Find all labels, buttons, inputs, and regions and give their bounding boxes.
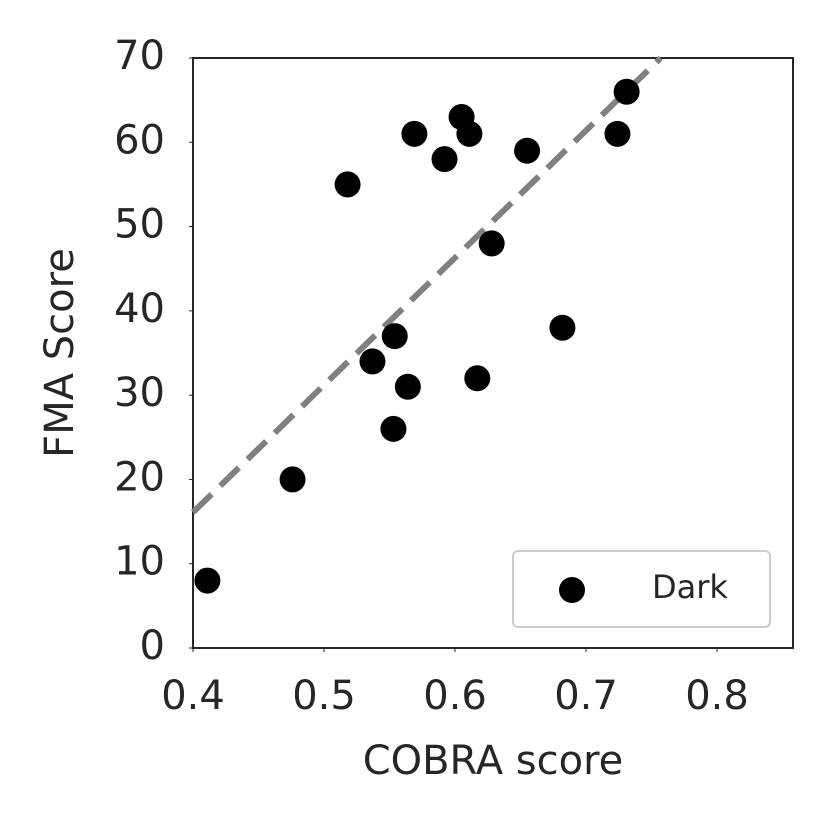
legend-box	[512, 550, 771, 628]
y-tick-label: 30	[114, 370, 165, 416]
point	[549, 314, 576, 341]
y-axis-label: FMA Score	[37, 248, 83, 458]
y-tick-label: 40	[114, 286, 165, 332]
point	[359, 348, 386, 375]
x-axis-label: COBRA score	[363, 738, 624, 784]
plot-frame	[192, 57, 794, 649]
y-tick-label: 50	[114, 202, 165, 248]
point	[381, 323, 408, 350]
point	[456, 120, 483, 147]
legend-label: Dark	[652, 568, 728, 606]
x-tick-label: 0.4	[161, 673, 225, 719]
y-tick-label: 0	[140, 623, 165, 669]
y-tick-label: 60	[114, 117, 165, 163]
point	[334, 171, 361, 198]
point	[478, 230, 505, 257]
legend-marker	[559, 577, 585, 603]
point	[464, 365, 491, 392]
x-tick-label: 0.7	[554, 673, 618, 719]
point	[380, 415, 407, 442]
point	[394, 373, 421, 400]
point	[401, 120, 428, 147]
point	[431, 146, 458, 173]
x-tick-label: 0.6	[423, 673, 487, 719]
y-tick-label: 70	[114, 33, 165, 79]
x-tick-label: 0.5	[292, 673, 356, 719]
y-tick-label: 10	[114, 539, 165, 585]
x-tick-label: 0.8	[685, 673, 749, 719]
point	[604, 120, 631, 147]
trend-line	[190, 55, 663, 515]
point	[279, 466, 306, 493]
point	[194, 567, 221, 594]
point	[613, 78, 640, 105]
point	[514, 137, 541, 164]
y-tick-label: 20	[114, 454, 165, 500]
